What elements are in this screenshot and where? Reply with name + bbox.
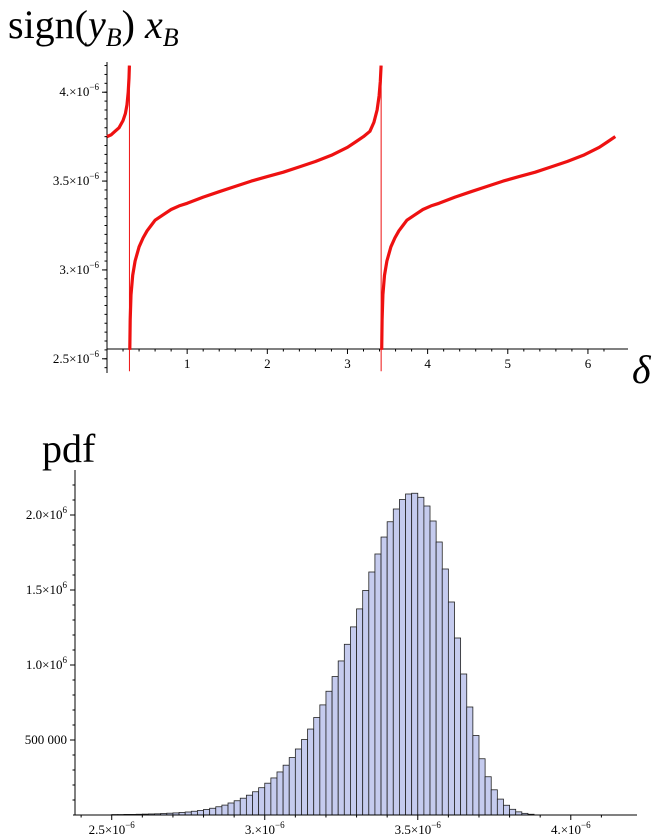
histogram-bar xyxy=(411,492,419,816)
ylabel-x-sub: B xyxy=(163,23,179,52)
top-y-tick-label: 3.×10−6 xyxy=(59,260,99,277)
top-chart-ylabel: sign(yB) xB xyxy=(8,2,179,52)
histogram-bar xyxy=(276,771,284,816)
ylabel-mid: ) xyxy=(122,2,145,47)
histogram-bar xyxy=(252,791,260,816)
histogram-bar xyxy=(429,520,437,816)
histogram-bar xyxy=(386,521,394,816)
top-chart-xlabel: δ xyxy=(632,347,652,392)
histogram-bar xyxy=(239,797,247,816)
histogram-bar xyxy=(374,553,382,816)
top-x-tick-label: 5 xyxy=(505,356,512,371)
bottom-x-tick-label: 2.5×10−6 xyxy=(89,820,136,837)
histogram-bar xyxy=(509,808,517,816)
histogram-bar xyxy=(466,706,474,816)
top-x-tick-label: 3 xyxy=(344,356,351,371)
curve-branch-2 xyxy=(128,65,383,350)
top-x-tick-label: 2 xyxy=(264,356,271,371)
histogram-bar xyxy=(496,798,504,816)
histogram-bar xyxy=(190,810,198,816)
ylabel-y-sub: B xyxy=(106,23,122,52)
histogram-bar xyxy=(392,508,400,816)
histogram-bar xyxy=(337,660,345,816)
histogram-bar xyxy=(203,809,211,816)
histogram-bar xyxy=(405,493,413,816)
histogram-bar xyxy=(313,717,321,816)
histogram-bar xyxy=(423,505,431,816)
bottom-chart: 2.5×10−6 3.×10−6 3.5×10−6 4.×10−6 500 000 1.0… xyxy=(25,470,637,837)
ylabel-y-var: y xyxy=(84,2,106,47)
bottom-x-tick-label: 3.5×10−6 xyxy=(395,820,442,837)
histogram-bar xyxy=(197,810,204,816)
bottom-y-tick-label: 2.0×106 xyxy=(26,505,68,522)
histogram-bar xyxy=(319,704,327,816)
histogram-bar xyxy=(350,626,357,816)
histogram-bar xyxy=(301,739,308,816)
top-y-tick-label: 3.5×10−6 xyxy=(53,171,100,188)
ylabel-sign: sign( xyxy=(8,2,88,47)
histogram-bar xyxy=(258,787,266,816)
histogram-bar xyxy=(264,782,272,816)
histogram-bar xyxy=(362,590,370,816)
top-x-tick-label: 4 xyxy=(424,356,431,371)
histogram-bar xyxy=(245,794,253,816)
top-chart: 1 2 3 4 5 6 2.5×10−6 3.×10−6 3.5×10−6 4.×10−6 xyxy=(53,62,628,373)
histogram-bar xyxy=(233,800,241,816)
curve-branch-1 xyxy=(106,65,131,139)
bottom-x-tick-label: 4.×10−6 xyxy=(551,820,591,837)
histogram-bar xyxy=(221,804,229,816)
histogram-bar xyxy=(288,757,296,816)
histogram-bar xyxy=(435,541,443,816)
histogram-bar xyxy=(215,806,223,816)
histogram-bar xyxy=(460,673,468,816)
histogram-bar xyxy=(447,601,455,816)
histogram-bar xyxy=(270,777,278,816)
histogram-bar xyxy=(282,764,290,816)
bottom-chart-ylabel: pdf xyxy=(42,426,96,471)
top-y-tick-label: 4.×10−6 xyxy=(59,82,99,99)
bottom-y-tick-label: 1.0×106 xyxy=(26,655,68,672)
histogram-bar xyxy=(472,735,480,816)
histogram-bar xyxy=(503,804,510,816)
histogram-bar xyxy=(307,728,315,816)
histogram-bar xyxy=(484,776,492,816)
histogram-bar xyxy=(417,496,425,816)
bottom-y-tick-label: 500 000 xyxy=(25,732,67,747)
histogram-bar xyxy=(380,536,388,816)
top-x-tick-label: 6 xyxy=(585,356,592,371)
histogram-bar xyxy=(227,802,235,816)
histogram-bar xyxy=(325,690,333,816)
histogram-bar xyxy=(343,643,351,816)
histogram-bar xyxy=(209,807,217,816)
bottom-x-tick-label: 3.×10−6 xyxy=(245,820,285,837)
histogram-bar xyxy=(356,608,364,816)
histogram-bar xyxy=(368,571,376,816)
histogram-bar xyxy=(399,499,406,816)
top-x-tick-label: 1 xyxy=(184,356,191,371)
bottom-y-tick-label: 1.5×106 xyxy=(26,580,68,597)
histogram-bar xyxy=(454,637,462,816)
ylabel-x-var: x xyxy=(144,2,163,47)
histogram-bar xyxy=(331,676,339,816)
histogram-bar xyxy=(441,568,449,816)
histogram-bar xyxy=(478,758,486,816)
histogram-bar xyxy=(294,748,302,816)
curve-branch-3 xyxy=(380,135,617,350)
top-y-tick-label: 2.5×10−6 xyxy=(53,349,100,366)
histogram-bar xyxy=(490,789,498,816)
